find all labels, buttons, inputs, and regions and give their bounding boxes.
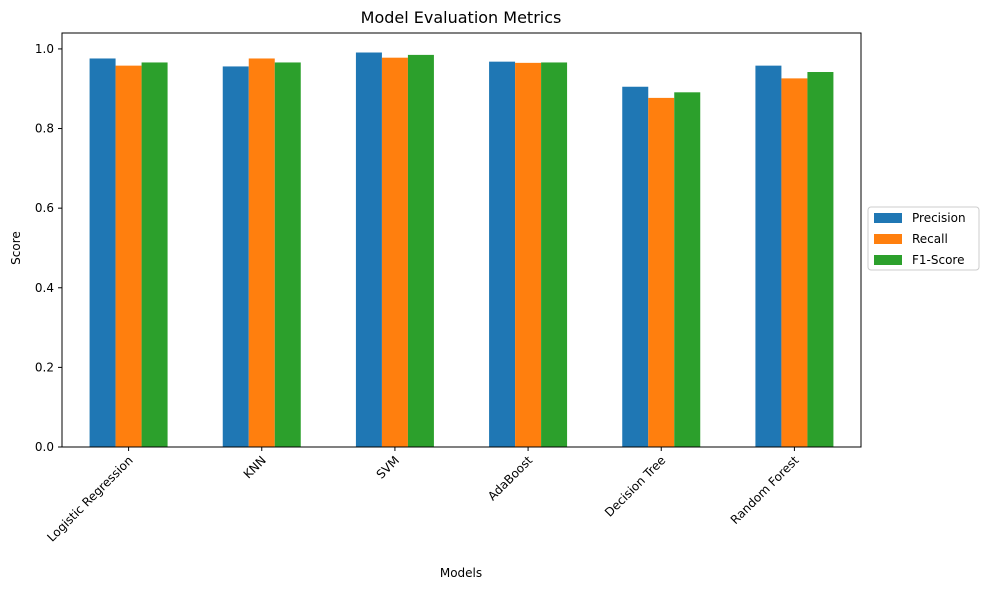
bar-recall-4	[648, 97, 675, 447]
y-axis-label: Score	[9, 231, 23, 265]
y-tick-label-5: 1.0	[35, 42, 54, 56]
bar-recall-0	[115, 65, 142, 447]
plot-area: 0.0 0.2 0.4 0.6 0.8 1.0 Logistic Regression KNN…	[35, 32, 862, 545]
bar-recall-2	[381, 57, 408, 448]
legend-swatch-0	[874, 213, 902, 223]
bar-recall-5	[781, 78, 808, 447]
legend-swatch-2	[874, 255, 902, 265]
x-tick-label-2: SVM	[374, 453, 402, 481]
bar-precision-0	[89, 58, 116, 447]
y-tick-label-2: 0.4	[35, 281, 54, 295]
chart-title: Model Evaluation Metrics	[361, 8, 562, 27]
bar-f1-score-3	[541, 62, 568, 448]
bar-f1-score-1	[274, 62, 301, 448]
y-tick-label-3: 0.6	[35, 201, 54, 215]
legend-label-0: Precision	[912, 211, 966, 225]
legend: Precision Recall F1-Score	[867, 206, 980, 271]
plot-frame	[61, 32, 862, 448]
bar-precision-4	[622, 86, 649, 448]
legend-label-2: F1-Score	[912, 253, 964, 267]
x-tick-label-5: Random Forest	[728, 453, 802, 527]
x-tick-label-3: AdaBoost	[485, 453, 535, 503]
bar-recall-3	[515, 62, 542, 448]
x-tick-label-4: Decision Tree	[602, 453, 668, 519]
bar-f1-score-5	[807, 72, 834, 447]
bar-precision-2	[355, 52, 382, 447]
x-axis-label: Models	[440, 566, 482, 580]
y-tick-label-1: 0.2	[35, 360, 54, 374]
bar-f1-score-4	[674, 92, 701, 447]
bar-f1-score-0	[141, 62, 168, 448]
legend-swatch-1	[874, 234, 902, 244]
bar-f1-score-2	[407, 54, 434, 447]
y-tick-label-4: 0.8	[35, 122, 54, 136]
x-tick-label-1: KNN	[241, 453, 269, 481]
x-tick-label-0: Logistic Regression	[44, 453, 135, 544]
bar-precision-1	[222, 66, 249, 447]
bar-precision-3	[489, 61, 516, 447]
bar-precision-5	[755, 65, 782, 447]
y-tick-label-0: 0.0	[35, 440, 54, 454]
bar-recall-1	[248, 58, 275, 447]
legend-label-1: Recall	[912, 232, 948, 246]
